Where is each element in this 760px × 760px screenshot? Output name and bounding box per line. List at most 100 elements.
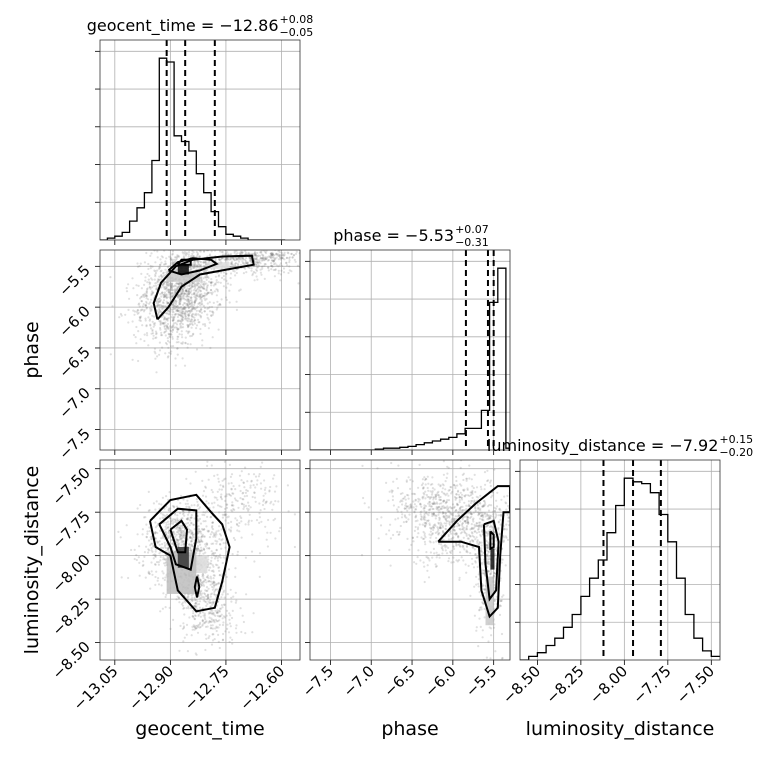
scatter-point [198,506,202,509]
scatter-point [253,253,256,256]
scatter-point [137,284,140,287]
scatter-point [164,318,168,321]
scatter-point [445,520,449,523]
scatter-point [450,561,453,564]
scatter-point [176,347,179,350]
scatter-point [207,307,210,310]
scatter-point [403,515,407,518]
scatter-point [231,492,234,495]
scatter-point [264,525,267,528]
scatter-point [236,523,239,527]
scatter-point [145,251,148,255]
scatter-point [159,529,162,532]
scatter-point [154,336,157,340]
scatter-point [157,563,160,566]
scatter-point [181,290,184,293]
scatter-point [462,515,465,519]
scatter-point [175,531,179,534]
scatter-point [202,670,204,672]
scatter-point [414,508,417,511]
scatter-point [457,512,460,515]
scatter-point [256,266,260,269]
scatter-point [258,516,261,519]
scatter-point [444,517,447,521]
scatter-point [173,505,176,508]
scatter-point [189,322,192,326]
scatter-point [169,329,172,332]
scatter-point [183,281,186,284]
scatter-point [228,528,231,531]
scatter-point [256,261,259,264]
scatter-point [196,295,199,298]
scatter-point [183,292,186,295]
scatter-point [145,332,149,335]
scatter-point [442,538,445,541]
scatter-point [487,551,490,554]
scatter-point [205,576,208,579]
scatter-point [171,282,174,285]
scatter-point [198,310,202,313]
scatter-point [156,269,159,272]
scatter-point [163,287,166,290]
scatter-point [481,569,484,572]
scatter-point [165,324,168,327]
scatter-point [469,552,472,555]
scatter-point [147,548,150,551]
scatter-point [479,494,482,497]
scatter-point [204,485,207,488]
scatter-point [175,309,178,312]
scatter-point [431,502,434,505]
scatter-point [485,554,489,557]
scatter-point [180,525,183,528]
scatter-point [186,346,189,349]
scatter-point [206,286,209,289]
scatter-point [211,525,214,528]
scatter-point [225,286,228,289]
scatter-point [443,499,446,502]
scatter-point [215,548,218,552]
scatter-point [222,591,225,594]
scatter-point [138,561,141,565]
scatter-point [165,330,168,333]
scatter-point [189,320,192,323]
scatter-point [480,549,483,552]
scatter-point [440,543,443,546]
scatter-point [148,526,151,529]
scatter-point [188,266,191,269]
scatter-point [175,541,178,544]
scatter-point [245,262,249,265]
scatter-point [146,281,149,284]
scatter-point [431,502,434,505]
scatter-point [501,656,504,660]
scatter-point [166,319,169,322]
scatter-point [227,257,230,260]
scatter-point [426,495,429,498]
scatter-point [206,595,209,598]
scatter-point [145,297,148,300]
scatter-point [272,260,275,263]
scatter-point [209,288,213,292]
scatter-point [167,302,170,305]
scatter-point [269,256,272,259]
scatter-point [211,281,214,284]
scatter-point [193,260,196,263]
scatter-point [255,257,258,260]
scatter-point [184,601,187,604]
scatter-point [165,282,168,285]
scatter-point [438,498,441,501]
scatter-point [154,537,157,540]
scatter-point [164,561,167,565]
scatter-point [159,322,162,325]
scatter-point [482,505,485,508]
scatter-point [413,561,416,564]
scatter-point [181,627,184,630]
scatter-point [151,278,154,281]
scatter-point [438,517,441,520]
scatter-point [196,608,199,611]
scatter-point [471,527,474,530]
scatter-point [187,300,190,303]
scatter-point [461,517,464,520]
scatter-point [484,573,487,576]
scatter-point [506,538,510,542]
scatter-point [442,530,445,533]
